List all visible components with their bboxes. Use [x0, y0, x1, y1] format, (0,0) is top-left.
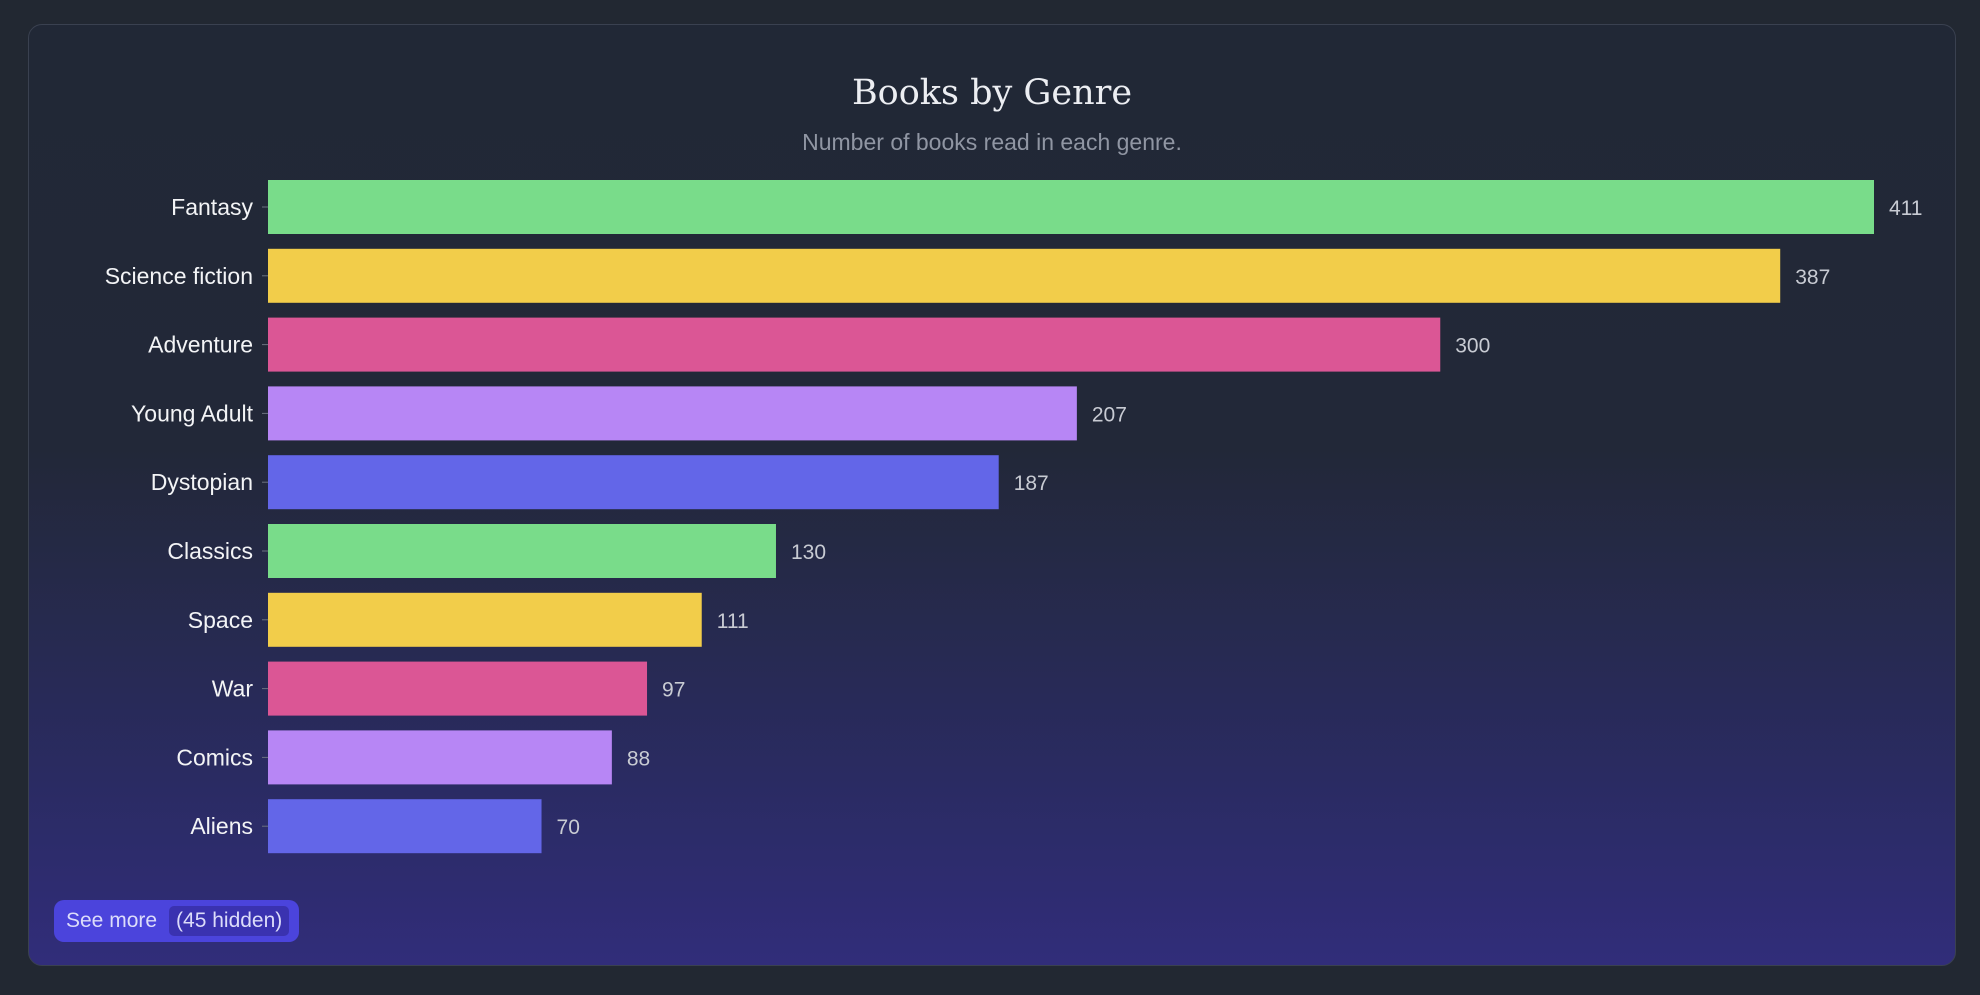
category-label: Young Adult	[131, 400, 254, 426]
value-label: 387	[1795, 266, 1830, 289]
category-label: Space	[188, 607, 253, 633]
bar-classics	[268, 524, 776, 578]
category-label: Science fiction	[105, 263, 253, 289]
see-more-label: See more	[66, 909, 158, 932]
category-label: Dystopian	[151, 469, 253, 495]
chart-card: Books by Genre Number of books read in e…	[28, 24, 1956, 966]
category-label: Classics	[167, 538, 253, 564]
bar-dystopian	[268, 455, 999, 510]
value-label: 187	[1014, 472, 1049, 495]
chart-subtitle: Number of books read in each genre.	[802, 129, 1182, 155]
bar-fantasy	[268, 180, 1874, 234]
value-label: 207	[1092, 403, 1127, 426]
bar-adventure	[268, 317, 1441, 372]
see-more-button[interactable]: See more (45 hidden)	[54, 900, 300, 942]
value-label: 70	[557, 816, 580, 839]
category-label: Adventure	[148, 332, 253, 358]
bar-aliens	[268, 799, 542, 854]
bar-war	[268, 661, 648, 716]
chart-title: Books by Genre	[851, 73, 1133, 113]
value-label: 411	[1889, 197, 1922, 220]
category-label: War	[212, 676, 254, 702]
value-label: 130	[791, 541, 826, 564]
value-label: 88	[627, 747, 650, 770]
bar-science-fiction	[268, 248, 1781, 303]
value-label: 300	[1455, 335, 1490, 358]
category-label: Comics	[176, 744, 253, 770]
bar-chart: Fantasy 411 Science fiction 387 Adventure 300…	[105, 180, 1922, 854]
bar-young-adult	[268, 386, 1077, 441]
bar-space	[268, 592, 702, 647]
category-label: Fantasy	[171, 194, 253, 220]
value-label: 111	[717, 610, 749, 633]
hidden-count-badge: (45 hidden)	[169, 906, 290, 936]
category-label: Aliens	[190, 813, 253, 839]
value-label: 97	[662, 679, 685, 702]
bar-comics	[268, 730, 612, 785]
